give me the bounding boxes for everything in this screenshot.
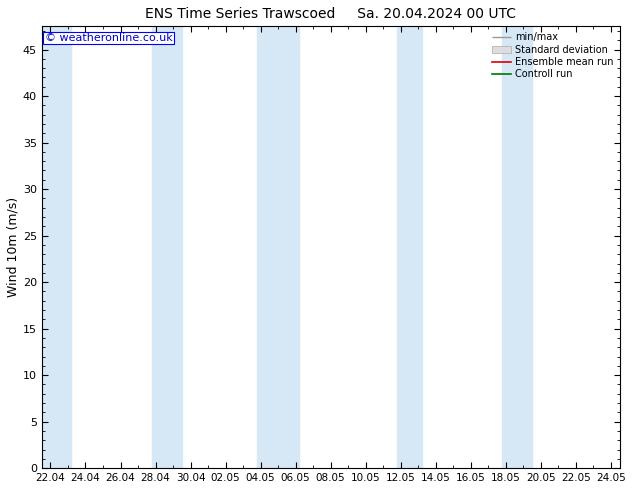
Legend: min/max, Standard deviation, Ensemble mean run, Controll run: min/max, Standard deviation, Ensemble me… [488,28,618,83]
Bar [257,26,299,468]
Bar [152,26,182,468]
Text: © weatheronline.co.uk: © weatheronline.co.uk [44,33,172,43]
Bar [398,26,422,468]
Y-axis label: Wind 10m (m/s): Wind 10m (m/s) [7,197,20,297]
Title: ENS Time Series Trawscoed     Sa. 20.04.2024 00 UTC: ENS Time Series Trawscoed Sa. 20.04.2024… [145,7,516,21]
Bar [42,26,72,468]
Bar [502,26,532,468]
